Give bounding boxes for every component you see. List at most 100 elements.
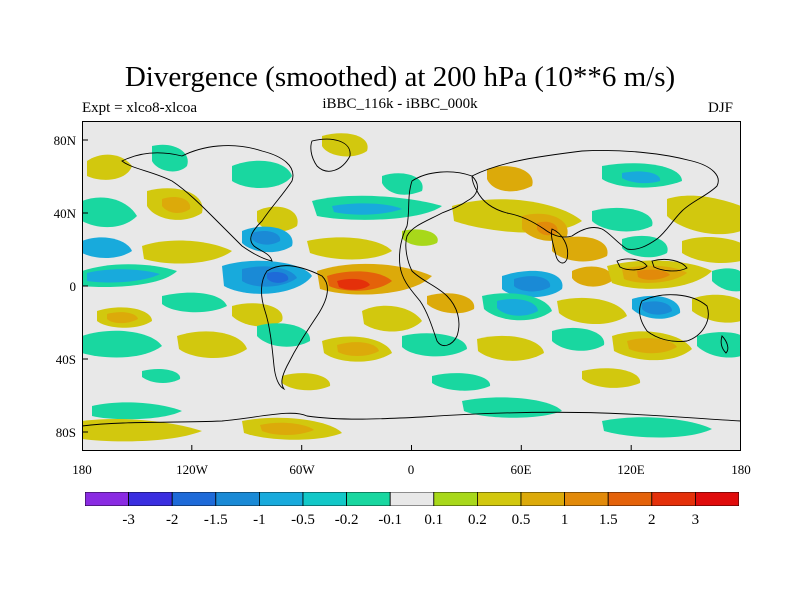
contour-positive xyxy=(477,335,544,361)
colorbar-swatch xyxy=(433,492,478,506)
contour-negative xyxy=(152,144,188,172)
contour-positive xyxy=(282,373,331,391)
contour-negative xyxy=(514,276,551,292)
colorbar-label: 0.5 xyxy=(511,512,531,528)
colorbar-label: 1.5 xyxy=(598,512,618,528)
contour-negative xyxy=(497,299,538,316)
contour-negative xyxy=(92,402,182,420)
contour-negative xyxy=(232,160,292,188)
colorbar-swatch xyxy=(695,492,739,506)
lat-label-40n: 40N xyxy=(53,206,76,221)
colorbar-swatch xyxy=(476,492,522,506)
experiment-label: Expt = xlco8-xlcoa xyxy=(82,100,198,116)
contour-positive xyxy=(582,368,641,388)
lat-label-80n: 80N xyxy=(53,133,76,148)
colorbar-label: -2 xyxy=(165,512,179,528)
contour-positive xyxy=(402,229,438,246)
contour-negative xyxy=(382,173,423,195)
contour-positive xyxy=(337,342,379,356)
contour-negative xyxy=(592,207,653,232)
contour-positive xyxy=(322,133,368,157)
colorbar-label: -0.2 xyxy=(334,512,359,528)
contour-negative xyxy=(267,271,289,283)
colorbar-swatch xyxy=(651,492,696,506)
contour-positive xyxy=(557,297,627,325)
contour-positive xyxy=(627,338,677,354)
contour-negative xyxy=(82,330,162,358)
contour-negative xyxy=(622,171,661,184)
lon-label-0: 0 xyxy=(407,462,415,477)
lon-label-60e: 60E xyxy=(510,462,532,477)
map-title: Divergence (smoothed) at 200 hPa (10**6 … xyxy=(124,61,676,93)
lon-label-120e: 120E xyxy=(617,462,645,477)
contour-positive xyxy=(427,293,475,314)
contour-positive xyxy=(487,166,533,192)
lat-label-80s: 80S xyxy=(55,425,76,440)
contour-negative xyxy=(697,332,741,358)
contour-positive xyxy=(307,237,392,260)
contour-negative xyxy=(552,327,605,351)
contour-negative xyxy=(402,333,467,357)
coastlines xyxy=(82,138,741,427)
contour-negative xyxy=(87,269,160,283)
contour-negative xyxy=(602,417,712,438)
contour-positive xyxy=(232,303,283,327)
colorbar-label: -3 xyxy=(122,512,135,528)
contour-positive xyxy=(177,331,247,359)
colorbar-swatch xyxy=(564,492,609,506)
lat-label-40s: 40S xyxy=(55,352,76,367)
contour-negative xyxy=(432,373,491,391)
comparison-label: iBBC_116k - iBBC_000k xyxy=(322,96,478,112)
axis-ticks xyxy=(82,139,632,451)
contour-negative xyxy=(142,368,181,384)
colorbar-label: 0.1 xyxy=(424,512,444,528)
season-label: DJF xyxy=(708,100,734,116)
colorbar-swatch xyxy=(128,492,173,506)
lat-label-eq: 0 xyxy=(69,279,77,294)
contour-negative xyxy=(162,292,227,313)
contour-positive xyxy=(260,422,314,435)
divergence-field xyxy=(82,133,741,442)
colorbar xyxy=(85,492,739,506)
divergence-map xyxy=(82,121,741,451)
contour-positive xyxy=(82,419,202,442)
colorbar-swatch xyxy=(258,492,304,506)
colorbar-swatch xyxy=(520,492,565,506)
colorbar-label: 3 xyxy=(691,512,700,528)
lon-label-120w: 120W xyxy=(176,462,208,477)
contour-positive xyxy=(637,269,670,280)
contour-positive xyxy=(87,154,132,180)
contour-positive xyxy=(107,312,138,324)
contour-negative xyxy=(82,237,132,258)
contour-positive xyxy=(572,266,613,287)
colorbar-swatch xyxy=(215,492,260,506)
contour-negative xyxy=(257,323,311,347)
contour-positive xyxy=(692,294,741,323)
contour-positive xyxy=(682,237,741,264)
colorbar-label: -0.1 xyxy=(378,512,403,528)
colorbar-swatch xyxy=(346,492,391,506)
lon-label-60w: 60W xyxy=(289,462,315,477)
contour-negative xyxy=(642,301,672,315)
colorbar-label: 2 xyxy=(648,512,656,528)
colorbar-label: 1 xyxy=(560,512,569,528)
contour-positive xyxy=(667,195,741,235)
lon-label-180w: 180 xyxy=(72,462,92,477)
contour-negative xyxy=(712,268,741,292)
colorbar-swatch xyxy=(171,492,217,506)
contour-positive xyxy=(142,240,232,264)
colorbar-swatch xyxy=(389,492,435,506)
colorbar-swatch xyxy=(607,492,653,506)
lon-label-180e: 180 xyxy=(731,462,751,477)
colorbar-label: -0.5 xyxy=(291,512,315,528)
contour-negative xyxy=(82,197,137,228)
colorbar-label: -1.5 xyxy=(203,512,228,528)
colorbar-swatch xyxy=(302,492,347,506)
contour-positive xyxy=(362,305,422,332)
colorbar-swatch xyxy=(85,492,129,506)
contour-negative xyxy=(332,203,402,215)
contour-negative xyxy=(252,230,281,245)
contour-positive xyxy=(537,221,558,236)
contour-positive xyxy=(162,197,191,213)
contour-positive xyxy=(337,278,370,290)
